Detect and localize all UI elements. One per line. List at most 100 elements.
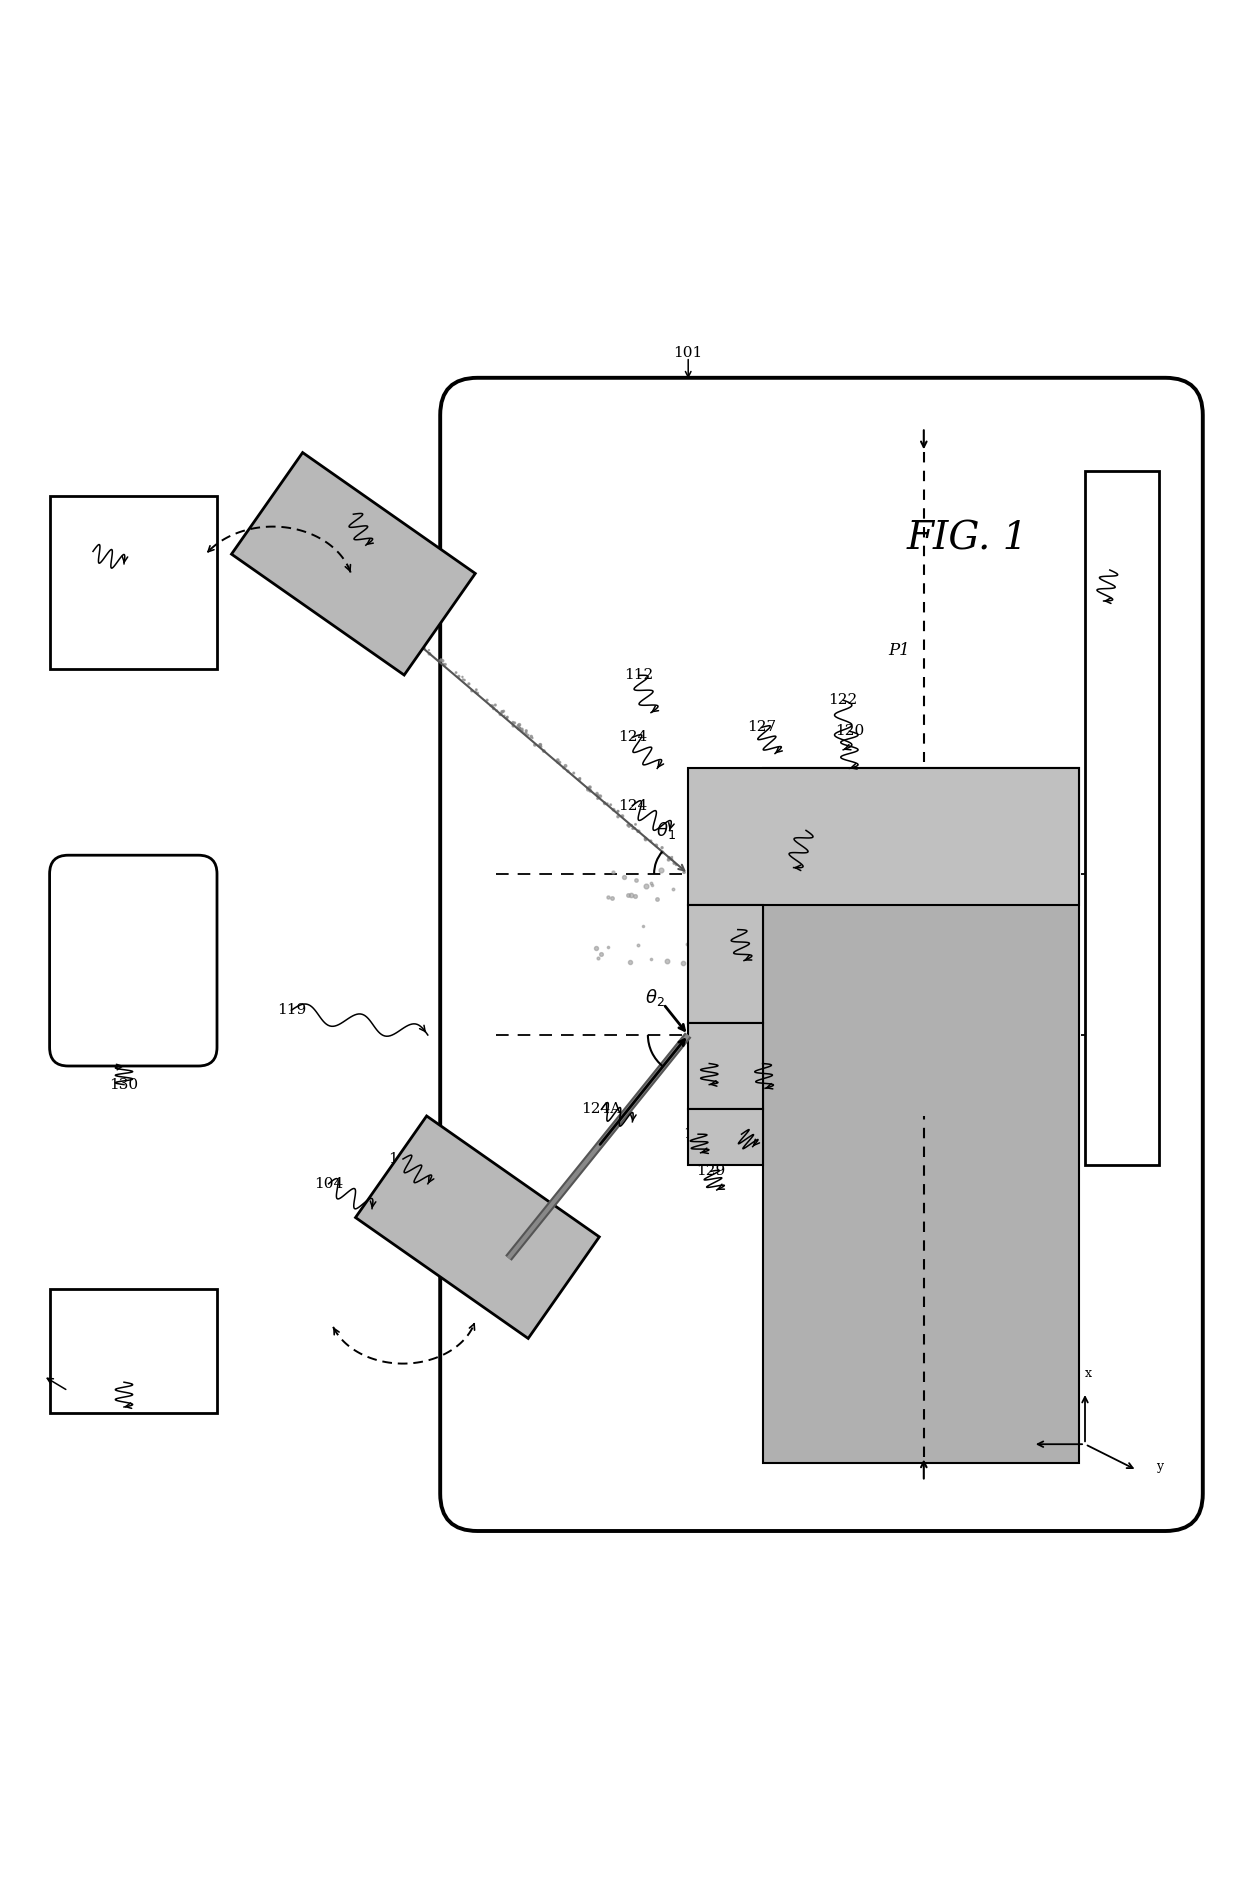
Text: 124A: 124A [582, 1102, 621, 1117]
Point [598, 789, 618, 820]
Point [510, 714, 529, 744]
Text: FIG. 1: FIG. 1 [906, 520, 1028, 558]
Point [569, 765, 589, 795]
Point [660, 842, 680, 872]
Point [588, 780, 608, 810]
Point [434, 648, 454, 678]
Point [629, 816, 649, 846]
Text: P1: P1 [888, 642, 910, 659]
FancyBboxPatch shape [50, 855, 217, 1066]
Point [613, 801, 632, 831]
FancyBboxPatch shape [50, 495, 217, 669]
Point [466, 674, 486, 705]
Point [512, 714, 532, 744]
Point [485, 690, 505, 720]
Point [658, 842, 678, 872]
Point [646, 831, 666, 861]
Point [549, 748, 569, 778]
Point [482, 691, 502, 722]
Text: 124B: 124B [689, 1057, 729, 1070]
Point [459, 669, 479, 699]
Text: 119: 119 [277, 1002, 306, 1017]
Point [383, 603, 403, 633]
Point [618, 810, 637, 840]
Bar [763, 769, 1079, 1462]
Point [497, 703, 517, 733]
Text: 127: 127 [746, 720, 776, 735]
Point [548, 744, 568, 774]
Point [518, 720, 538, 750]
Point [382, 603, 402, 633]
Point [579, 772, 599, 803]
Point [558, 755, 578, 786]
Text: 121: 121 [727, 1127, 756, 1142]
Text: 100: 100 [53, 1389, 83, 1402]
Point [564, 757, 584, 788]
Text: 104: 104 [314, 1178, 343, 1191]
Point [652, 836, 672, 867]
Point [522, 723, 542, 754]
Text: 108: 108 [78, 544, 108, 558]
Text: 101: 101 [673, 347, 703, 360]
FancyBboxPatch shape [1085, 471, 1159, 1164]
Point [580, 772, 600, 803]
Text: P2: P2 [869, 1398, 892, 1415]
Point [587, 778, 606, 808]
Point [578, 774, 598, 804]
Point [382, 603, 402, 633]
Point [393, 616, 413, 646]
Text: 121: 121 [791, 823, 821, 836]
Point [508, 710, 528, 740]
Point [433, 646, 453, 676]
Point [477, 686, 497, 716]
Point [658, 844, 678, 874]
Point [388, 612, 408, 642]
Point [608, 797, 627, 827]
Point [666, 850, 686, 880]
Point [521, 722, 541, 752]
Point [393, 609, 413, 639]
Point [512, 716, 532, 746]
Point [636, 823, 656, 853]
Point [618, 810, 637, 840]
Point [626, 810, 646, 840]
Point [397, 614, 417, 644]
Point [402, 620, 422, 650]
Point [531, 731, 551, 761]
Text: 112: 112 [624, 669, 653, 682]
Polygon shape [356, 1115, 599, 1338]
Text: 106: 106 [1095, 563, 1125, 577]
Point [604, 795, 624, 825]
Text: 114: 114 [388, 1151, 418, 1166]
Polygon shape [232, 452, 475, 674]
Point [619, 812, 639, 842]
Point [376, 599, 396, 629]
Point [481, 691, 501, 722]
Point [510, 710, 529, 740]
Bar [688, 1023, 763, 1110]
Point [625, 814, 645, 844]
FancyBboxPatch shape [440, 379, 1203, 1532]
Text: x: x [1085, 1368, 1092, 1381]
Point [636, 825, 656, 855]
Point [652, 833, 672, 863]
Point [594, 788, 614, 818]
Point [580, 776, 600, 806]
Point [467, 678, 487, 708]
Point [665, 848, 684, 878]
Point [497, 703, 517, 733]
Point [492, 697, 512, 727]
Point [419, 639, 439, 669]
Text: 125: 125 [748, 1057, 777, 1070]
Point [414, 633, 434, 663]
Text: Z: Z [1011, 1428, 1018, 1441]
Bar [688, 904, 763, 1023]
Point [404, 622, 424, 652]
Point [419, 635, 439, 665]
Point [466, 676, 486, 706]
Text: 110: 110 [109, 1375, 139, 1389]
Point [505, 708, 525, 739]
Point [487, 695, 507, 725]
Point [446, 658, 466, 688]
Point [578, 772, 598, 803]
